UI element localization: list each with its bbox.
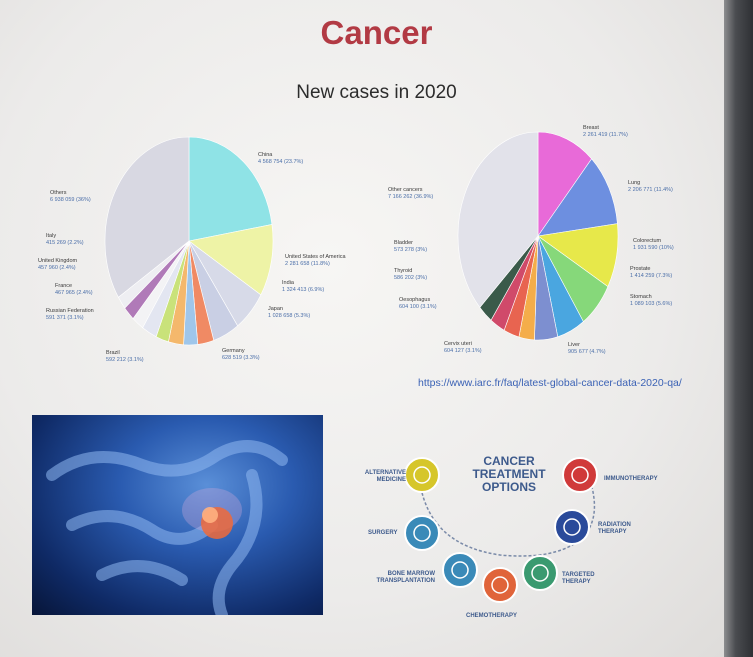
screen-edge — [724, 0, 753, 657]
treatment-label-alternative-medicine: ALTERNATIVE MEDICINE — [364, 470, 406, 483]
site-slice-other-cancers-10 — [457, 131, 539, 308]
treatment-icon-glyph-3 — [491, 576, 509, 594]
slice-label-thyroid: Thyroid 586 202 (3%) — [394, 268, 428, 281]
slice-label-oesophagus: Oesophagus 604 100 (3.1%) — [399, 297, 437, 310]
treatment-label-targeted-therapy: TARGETED THERAPY — [562, 572, 595, 585]
treatment-icon-glyph-5 — [563, 518, 581, 536]
slice-label-italy: Italy 415 269 (2.2%) — [46, 233, 84, 246]
slice-label-usa: United States of America 2 281 658 (11.8%… — [285, 254, 346, 267]
treatment-icon-glyph-1 — [413, 524, 431, 542]
source-link[interactable]: https://www.iarc.fr/faq/latest-global-ca… — [418, 377, 682, 389]
treatment-label-surgery: SURGERY — [368, 530, 398, 536]
treatment-icon-4 — [522, 555, 558, 591]
treatment-icon-glyph-4 — [531, 564, 549, 582]
slice-label-others: Others 6 938 059 (36%) — [50, 190, 91, 203]
treatment-icon-2 — [442, 552, 478, 588]
treatment-icon-5 — [554, 509, 590, 545]
country-slice-united-states-of-america-1 — [188, 224, 274, 296]
slide-title: Cancer — [320, 14, 433, 51]
site-slice-breast-0 — [537, 131, 593, 237]
treatment-label-chemotherapy: CHEMOTHERAPY — [466, 613, 518, 619]
slice-label-breast: Breast 2 261 419 (11.7%) — [583, 125, 628, 138]
treatment-label-bone-marrow: BONE MARROW TRANSPLANTATION — [376, 571, 435, 584]
treatment-label-immunotherapy: IMMUNOTHERAPY — [604, 476, 658, 482]
slide-subtitle: New cases in 2020 — [296, 82, 457, 103]
country-slice-china-0 — [188, 136, 273, 242]
pie-chart-cancer-sites — [457, 131, 619, 341]
colon-illustration-image — [32, 415, 323, 615]
slice-label-japan: Japan 1 028 658 (5.3%) — [268, 306, 311, 319]
treatment-label-radiation-therapy: RADIATION THERAPY — [598, 522, 631, 535]
treatment-options-diagram — [404, 457, 598, 603]
slice-label-lung: Lung 2 206 771 (11.4%) — [628, 180, 673, 193]
site-slice-lung-1 — [537, 158, 618, 237]
slice-label-prostate: Prostate 1 414 259 (7.3%) — [630, 266, 673, 279]
treatment-icon-glyph-6 — [571, 466, 589, 484]
slice-label-liver: Liver 905 677 (4.7%) — [568, 342, 606, 355]
treatment-icon-6 — [562, 457, 598, 493]
slice-label-china: China 4 568 754 (23.7%) — [258, 152, 304, 165]
treatment-icon-0 — [404, 457, 440, 493]
slice-label-other-cancers: Other cancers 7 166 262 (36.9%) — [388, 187, 434, 200]
pie-chart-countries — [104, 136, 274, 346]
slice-label-cervix: Cervix uteri 604 127 (3.1%) — [444, 341, 482, 354]
slice-label-bladder: Bladder 573 278 (3%) — [394, 240, 428, 253]
treatment-icon-3 — [482, 567, 518, 603]
slice-label-germany: Germany 628 519 (3.3%) — [222, 348, 260, 361]
treatment-icon-glyph-0 — [413, 466, 431, 484]
slice-label-india: India 1 324 413 (6.9%) — [282, 280, 325, 293]
treatment-icon-glyph-2 — [451, 561, 469, 579]
slice-label-brazil: Brazil 592 212 (3.1%) — [106, 350, 144, 363]
slice-label-russia: Russian Federation 591 371 (3.1%) — [46, 308, 94, 321]
country-slice-others-12 — [104, 136, 190, 298]
treatment-title: CANCER TREATMENT OPTIONS — [472, 454, 546, 494]
treatment-icon-1 — [404, 515, 440, 551]
slice-label-uk: United Kingdom 457 960 (2.4%) — [38, 258, 78, 271]
slice-label-colorectum: Colorectum 1 931 590 (10%) — [633, 238, 674, 251]
slice-label-stomach: Stomach 1 089 103 (5.6%) — [630, 294, 673, 307]
slice-label-france: France 467 965 (2.4%) — [55, 283, 93, 296]
